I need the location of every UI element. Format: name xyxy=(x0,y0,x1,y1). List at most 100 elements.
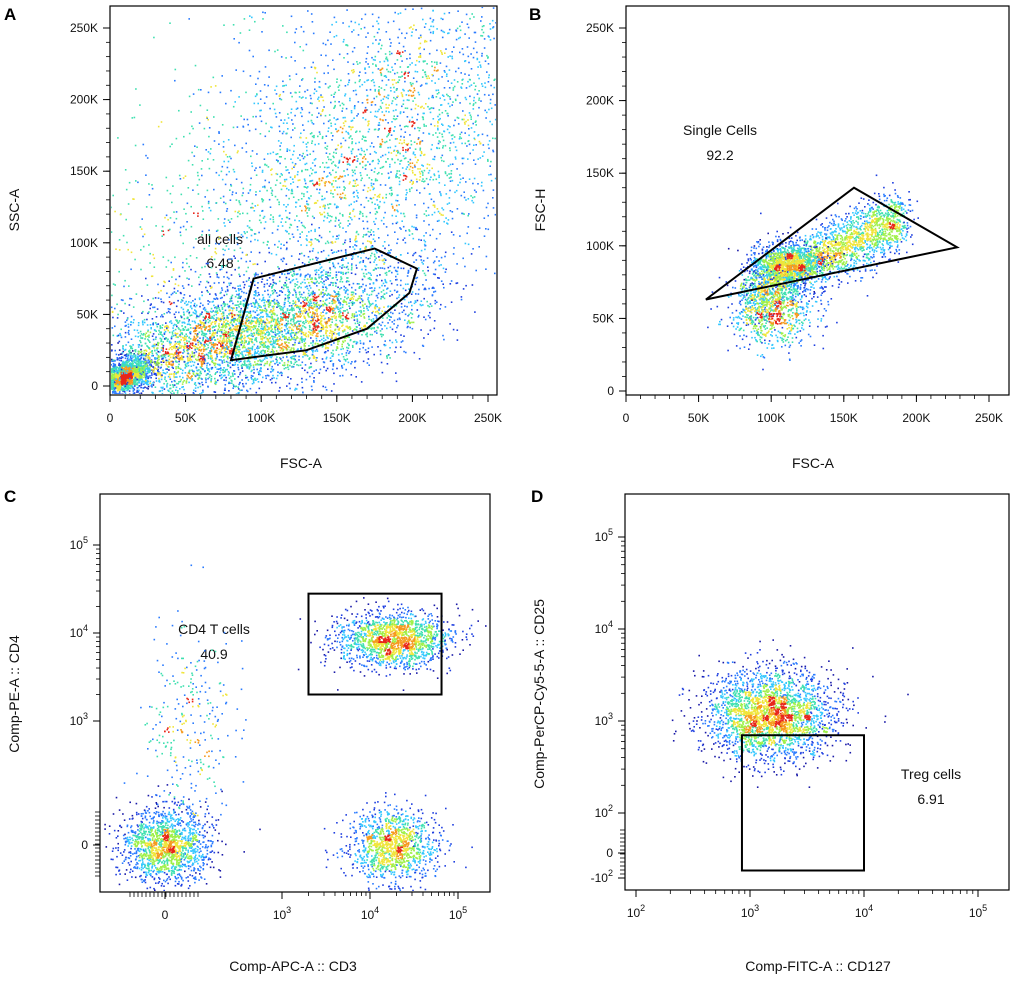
event-dot xyxy=(392,312,394,315)
event-dot xyxy=(318,319,321,321)
event-dot xyxy=(204,321,207,324)
event-dot xyxy=(241,379,243,381)
event-dot xyxy=(337,291,340,293)
event-dot xyxy=(191,342,194,344)
event-dot xyxy=(359,301,361,304)
event-dot xyxy=(111,384,112,387)
event-dot xyxy=(170,360,172,363)
event-dot xyxy=(189,327,192,329)
event-dot xyxy=(368,364,370,366)
event-dot xyxy=(211,315,213,318)
event-dot xyxy=(139,330,142,333)
event-dot xyxy=(128,380,130,382)
event-dot xyxy=(149,307,151,310)
event-dot xyxy=(217,318,220,321)
event-dot xyxy=(232,383,235,386)
event-dot xyxy=(117,366,119,369)
event-dot xyxy=(420,300,423,302)
event-dot xyxy=(307,322,310,324)
event-dot xyxy=(357,333,360,335)
event-dot xyxy=(207,329,210,331)
event-dot xyxy=(145,360,147,363)
event-dot xyxy=(218,330,221,333)
event-dot xyxy=(217,317,219,319)
event-dot xyxy=(431,294,434,297)
event-dot xyxy=(123,365,126,368)
event-dot xyxy=(171,333,174,335)
event-dot xyxy=(145,335,147,338)
event-dot xyxy=(247,352,250,354)
event-dot xyxy=(256,345,259,348)
event-dot xyxy=(156,372,159,374)
event-dot xyxy=(162,301,165,304)
event-dot xyxy=(235,357,237,359)
event-dot xyxy=(438,277,440,279)
event-dot xyxy=(264,323,266,325)
event-dot xyxy=(232,313,234,316)
event-dot xyxy=(266,374,269,377)
event-dot xyxy=(240,338,242,341)
event-dot xyxy=(145,355,148,358)
event-dot xyxy=(249,352,252,355)
event-dot xyxy=(147,335,149,337)
event-dot xyxy=(162,356,164,359)
event-dot xyxy=(201,333,203,336)
event-dot xyxy=(346,277,348,279)
event-dot xyxy=(193,393,195,394)
event-dot xyxy=(175,347,177,350)
event-dot xyxy=(178,275,181,278)
event-dot xyxy=(213,317,215,320)
event-dot xyxy=(332,365,335,367)
event-dot xyxy=(207,300,209,302)
event-dot xyxy=(290,378,292,380)
event-dot xyxy=(395,279,397,281)
event-dot xyxy=(126,383,128,386)
event-dot xyxy=(151,374,153,376)
event-dot xyxy=(136,373,138,376)
event-dot xyxy=(310,342,312,344)
event-dot xyxy=(271,315,274,318)
event-dot xyxy=(335,274,338,277)
event-dot xyxy=(226,368,228,371)
event-dot xyxy=(187,348,189,351)
event-dot xyxy=(369,304,372,307)
event-dot xyxy=(389,347,391,349)
event-dot xyxy=(274,341,276,343)
event-dot xyxy=(342,314,344,317)
event-dot xyxy=(161,392,164,394)
event-dot xyxy=(253,326,256,328)
event-dot xyxy=(267,303,270,306)
event-dot xyxy=(317,269,320,271)
event-dot xyxy=(183,294,186,296)
event-dot xyxy=(122,372,125,374)
event-dot xyxy=(256,314,259,316)
event-dot xyxy=(360,309,362,312)
event-dot xyxy=(231,360,234,362)
event-dot xyxy=(130,351,132,354)
event-dot xyxy=(267,331,270,333)
event-dot xyxy=(120,373,123,375)
event-dot xyxy=(261,335,264,338)
event-dot xyxy=(186,335,188,337)
event-dot xyxy=(280,344,283,346)
event-dot xyxy=(319,267,322,270)
event-dot xyxy=(308,324,311,327)
event-dot xyxy=(345,333,347,335)
event-dot xyxy=(199,374,201,377)
event-dot xyxy=(172,367,174,369)
event-dot xyxy=(209,351,212,354)
event-dot xyxy=(169,378,172,380)
event-dot xyxy=(112,359,114,361)
event-dot xyxy=(315,299,318,302)
event-dot xyxy=(273,377,275,379)
event-dot xyxy=(296,364,298,366)
event-dot xyxy=(279,357,281,359)
event-dot xyxy=(373,269,375,271)
event-dot xyxy=(309,366,312,369)
event-dot xyxy=(372,310,374,313)
event-dot xyxy=(450,301,453,303)
event-dot xyxy=(188,344,191,347)
event-dot xyxy=(196,339,199,342)
event-dot xyxy=(175,372,178,374)
event-dot xyxy=(292,314,294,316)
